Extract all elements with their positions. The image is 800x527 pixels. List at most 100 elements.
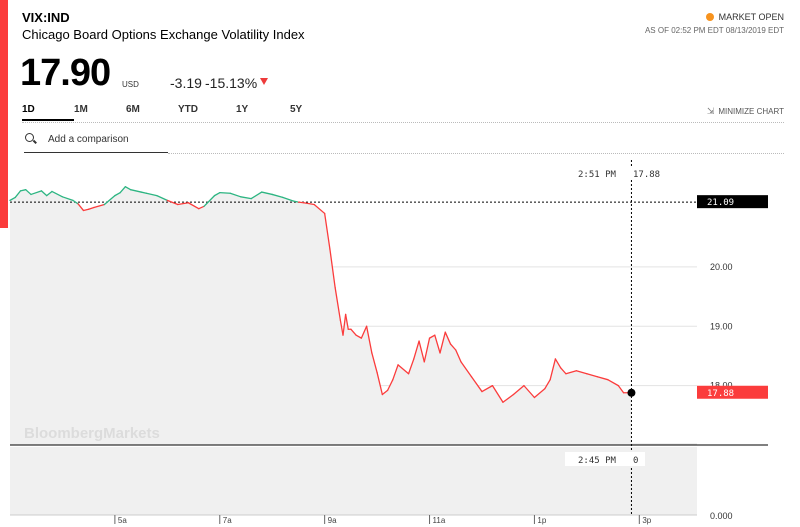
x-tick-label: 7a [223,516,232,525]
crosshair-time-label: 2:51 PM [578,170,617,180]
price-line-segment [423,337,431,363]
price-line-segment [512,384,525,396]
price-line-segment [14,190,22,199]
previous-close-label: 21.09 [707,198,734,208]
price-line-segment [9,196,16,202]
price-line-segment [355,334,363,339]
price-line-segment [439,331,446,354]
price-line-segment [491,384,504,403]
price-line-segment [350,328,357,336]
range-selector: 1D 1M 6M YTD 1Y 5Y [22,104,320,121]
price-line-segment [502,393,515,403]
price-line-segment [554,358,562,369]
market-status-label: MARKET OPEN [718,12,784,22]
price-line-segment [129,189,142,193]
price-line-segment [77,203,85,212]
price-line-segment [40,190,48,197]
price-line-segment [397,364,410,375]
price-line-segment [392,364,399,381]
price-line-segment [481,384,494,393]
price-change-percent: -15.13% [205,75,258,91]
price-line-segment [114,192,121,197]
volume-value-label: 0 [633,456,638,466]
divider [168,153,784,154]
price-line-segment [376,371,383,396]
previous-close-label-bg [697,195,768,209]
price-line-segment [523,384,536,399]
price-line-segment [93,203,106,209]
price-line-segment [271,193,284,199]
security-name: Chicago Board Options Exchange Volatilit… [22,27,305,42]
price-line-segment [339,319,344,336]
price-area [10,186,632,445]
market-status: MARKET OPEN [705,12,784,22]
y-tick-label: 18.00 [710,381,733,391]
price-line-segment [119,186,127,194]
price-line-segment [292,200,300,203]
price-line-segment [418,340,425,363]
price-line-segment [30,190,43,196]
last-price: 17.90 [20,52,111,94]
price-line-segment [434,334,441,354]
price-line-segment [145,192,158,197]
price-line-segment [381,389,389,396]
volume-time-label: 2:45 PM [578,456,617,466]
market-open-dot-icon [705,13,714,21]
accent-bar [0,0,8,228]
tab-1d[interactable]: 1D [22,104,74,121]
tab-ytd[interactable]: YTD [178,104,198,115]
price-line-segment [19,189,27,192]
tab-1y[interactable]: 1Y [236,104,249,115]
ticker-symbol: VIX:IND [22,10,70,25]
price-line-segment [229,192,242,198]
tab-1m[interactable]: 1M [74,104,88,115]
tab-5y[interactable]: 5Y [290,104,303,115]
volume-label-bg [565,452,645,466]
price-line-segment [82,208,90,212]
price-line-segment [371,352,378,374]
price-line-segment [575,370,588,375]
price-line-segment [565,370,578,375]
price-line-segment [428,334,436,339]
volume-y-tick-label: 0.000 [710,511,733,521]
comparison-input[interactable] [46,132,160,146]
price-line-segment [250,191,263,200]
price-line-segment [46,190,53,197]
x-tick-label: 9a [328,516,337,525]
price-line-segment [140,191,148,194]
price-line-segment [198,205,205,210]
price-line-segment [407,358,415,375]
price-line-segment [607,379,619,387]
currency-label: USD [122,80,139,89]
price-line-segment [313,203,326,215]
price-line-segment [544,379,551,390]
watermark-logo: BloombergMarkets [24,425,160,442]
price-line-segment [365,325,373,354]
divider [22,122,784,123]
minimize-chart-label: MINIMIZE CHART [718,107,784,116]
price-line-segment [413,340,420,360]
price-line-segment [25,189,32,196]
collapse-icon: ⇲ [706,106,715,116]
price-line-segment [329,248,336,289]
last-point-marker [627,388,636,397]
as-of-timestamp: AS OF 02:52 PM EDT 08/13/2019 EDT [644,26,784,35]
price-line-segment [103,194,116,206]
last-price-label: 17.88 [707,389,734,399]
price-line-segment [51,190,64,198]
tab-6m[interactable]: 6M [126,104,140,115]
down-arrow-icon [260,78,268,85]
price-line-segment [334,287,342,321]
price-change: -3.19 [170,75,202,91]
price-line-segment [240,196,252,200]
comparison-search[interactable] [24,126,168,153]
minimize-chart-button[interactable]: ⇲ MINIMIZE CHART [707,106,784,117]
price-line-segment [449,343,457,351]
x-tick-label: 11a [433,516,446,525]
price-line-segment [596,376,609,381]
price-line-segment [282,196,294,202]
crosshair-value-label: 17.88 [633,170,660,180]
price-line-segment [444,331,452,345]
price-line-segment [166,199,179,206]
